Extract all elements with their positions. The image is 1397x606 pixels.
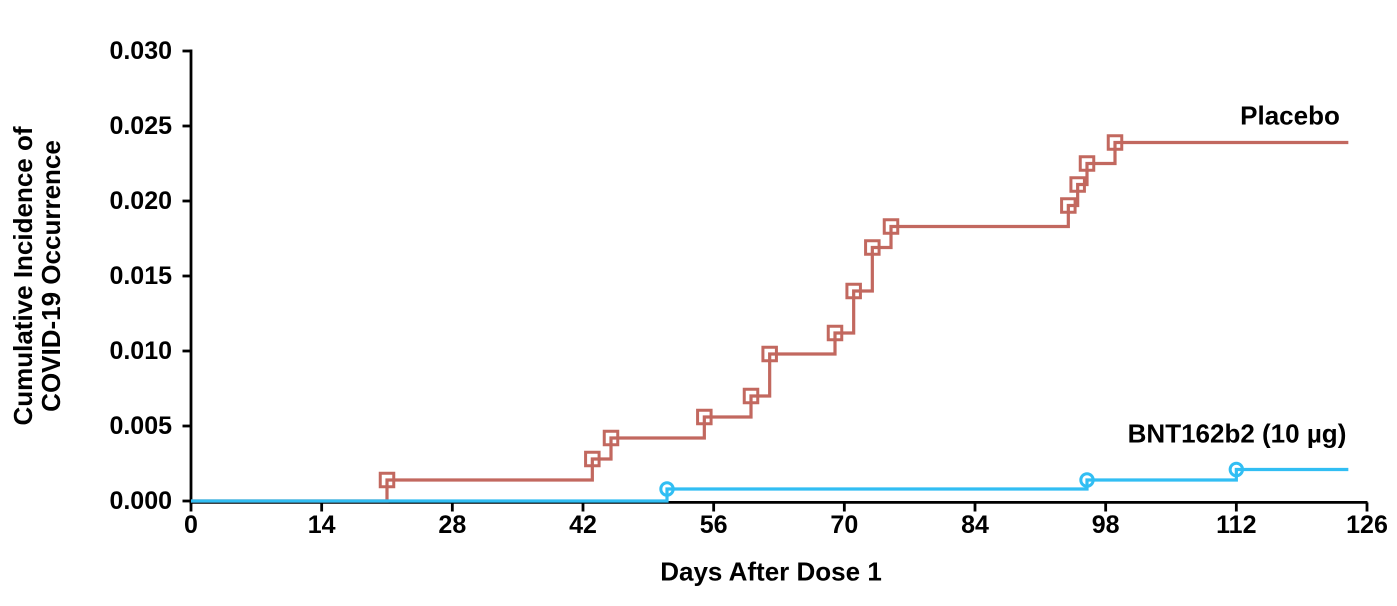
- placebo-event-marker-square: [742, 387, 760, 405]
- x-axis-ticks: 0 14 28 42 56 70 84 98 112 126: [184, 502, 1388, 539]
- y-axis-title: Cumulative Incidence of COVID-19 Occurre…: [8, 126, 66, 426]
- x-tick-label: 126: [1346, 511, 1388, 539]
- y-tick-label: 0.030: [109, 37, 172, 65]
- y-axis-ticks: 0.000 0.005 0.010 0.015 0.020 0.025 0.030: [109, 37, 191, 515]
- placebo-series: [191, 134, 1349, 503]
- x-tick-label: 98: [1092, 511, 1120, 539]
- placebo-event-marker-square: [602, 429, 620, 447]
- placebo-event-marker-square: [1060, 197, 1077, 214]
- bnt162b2-curve: [191, 467, 1349, 503]
- y-axis-title-line1: Cumulative Incidence of: [8, 126, 38, 426]
- placebo-event-marker-square: [378, 471, 396, 489]
- y-tick-label: 0.000: [109, 487, 172, 515]
- x-tick-label: 84: [961, 511, 989, 539]
- x-tick-label: 14: [308, 511, 336, 539]
- x-tick-label: 112: [1216, 511, 1256, 539]
- y-tick-label: 0.015: [109, 262, 172, 290]
- x-tick-label: 0: [184, 511, 198, 539]
- y-tick-label: 0.025: [109, 112, 172, 140]
- x-tick-label: 70: [830, 511, 858, 539]
- y-tick-label: 0.020: [109, 187, 172, 215]
- series-label-placebo: Placebo: [1240, 100, 1340, 131]
- placebo-event-marker-square: [584, 450, 601, 468]
- x-tick-label: 42: [569, 511, 597, 539]
- placebo-event-marker-square: [1069, 176, 1086, 193]
- placebo-event-marker-square: [1106, 134, 1124, 151]
- y-tick-label: 0.010: [109, 337, 172, 365]
- y-tick-label: 0.005: [109, 412, 172, 440]
- placebo-event-marker-square: [761, 345, 778, 363]
- x-axis-title: Days After Dose 1: [660, 556, 882, 587]
- bnt162b2-event-marker-circle: [1079, 472, 1095, 488]
- placebo-event-marker-square: [864, 239, 881, 256]
- placebo-event-marker-square: [882, 218, 900, 235]
- x-tick-label: 56: [700, 511, 728, 539]
- placebo-event-marker-square: [845, 282, 862, 300]
- bnt162b2-series: [191, 461, 1349, 503]
- placebo-event-marker-square: [826, 324, 844, 342]
- placebo-event-marker-square: [696, 408, 713, 426]
- placebo-event-marker-square: [1078, 155, 1096, 172]
- x-tick-label: 28: [438, 511, 466, 539]
- y-axis-title-line2: COVID-19 Occurrence: [36, 140, 66, 412]
- bnt162b2-event-marker-circle: [659, 481, 675, 497]
- bnt162b2-event-marker-circle: [1228, 461, 1245, 478]
- series-label-bnt162b2: BNT162b2 (10 µg): [1127, 418, 1347, 449]
- placebo-curve: [191, 140, 1349, 503]
